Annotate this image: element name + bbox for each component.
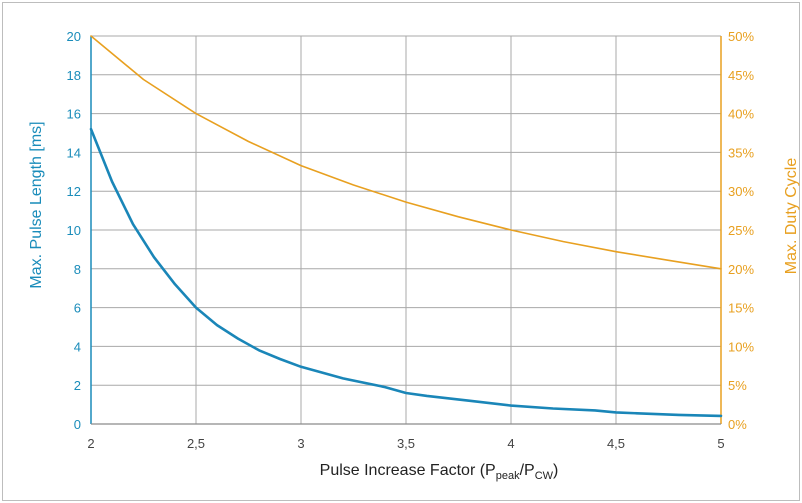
y-right-tick-label: 20% (728, 262, 754, 277)
y-right-tick-label: 15% (728, 301, 754, 316)
duty-cycle-series-line (90, 35, 722, 270)
y-left-tick-label: 6 (74, 301, 81, 316)
y-right-tick-label: 30% (728, 184, 754, 199)
y-right-tick-label: 10% (728, 339, 754, 354)
y-left-axis-label: Max. Pulse Length [ms] (28, 121, 45, 288)
x-axis-label: Pulse Increase Factor (Ppeak/PCW) (320, 462, 559, 482)
x-tick-label: 2,5 (187, 436, 205, 451)
y-left-tick-label: 10 (67, 223, 81, 238)
y-right-axis-label: Max. Duty Cycle (783, 158, 800, 275)
y-right-tick-label: 50% (728, 29, 754, 44)
y-right-tick-label: 5% (728, 378, 747, 393)
y-left-axis-ticks: 0 2 4 6 8 10 12 14 16 18 20 (67, 29, 81, 432)
x-tick-label: 3,5 (397, 436, 415, 451)
grid-lines (91, 35, 721, 424)
x-tick-label: 2 (87, 436, 94, 451)
y-right-tick-label: 40% (728, 107, 754, 122)
y-left-tick-label: 2 (74, 378, 81, 393)
y-left-tick-label: 20 (67, 29, 81, 44)
x-tick-label: 4 (507, 436, 514, 451)
y-right-tick-label: 35% (728, 145, 754, 160)
y-right-tick-label: 25% (728, 223, 754, 238)
x-tick-label: 5 (717, 436, 724, 451)
y-left-tick-label: 0 (74, 417, 81, 432)
x-tick-label: 4,5 (607, 436, 625, 451)
y-left-tick-label: 18 (67, 68, 81, 83)
y-left-tick-label: 12 (67, 184, 81, 199)
x-tick-label: 3 (297, 436, 304, 451)
y-left-tick-label: 8 (74, 262, 81, 277)
y-left-tick-label: 16 (67, 107, 81, 122)
y-right-axis-ticks: 0% 5% 10% 15% 20% 25% 30% 35% 40% 45% 50% (728, 29, 754, 432)
y-right-tick-label: 45% (728, 68, 754, 83)
series-lines (89, 35, 723, 418)
axes (90, 36, 722, 425)
y-right-tick-label: 0% (728, 417, 747, 432)
y-left-tick-label: 14 (67, 145, 81, 160)
pulse-length-series-line (89, 127, 723, 418)
y-left-tick-label: 4 (74, 339, 81, 354)
x-axis-ticks: 2 2,5 3 3,5 4 4,5 5 (87, 436, 724, 451)
